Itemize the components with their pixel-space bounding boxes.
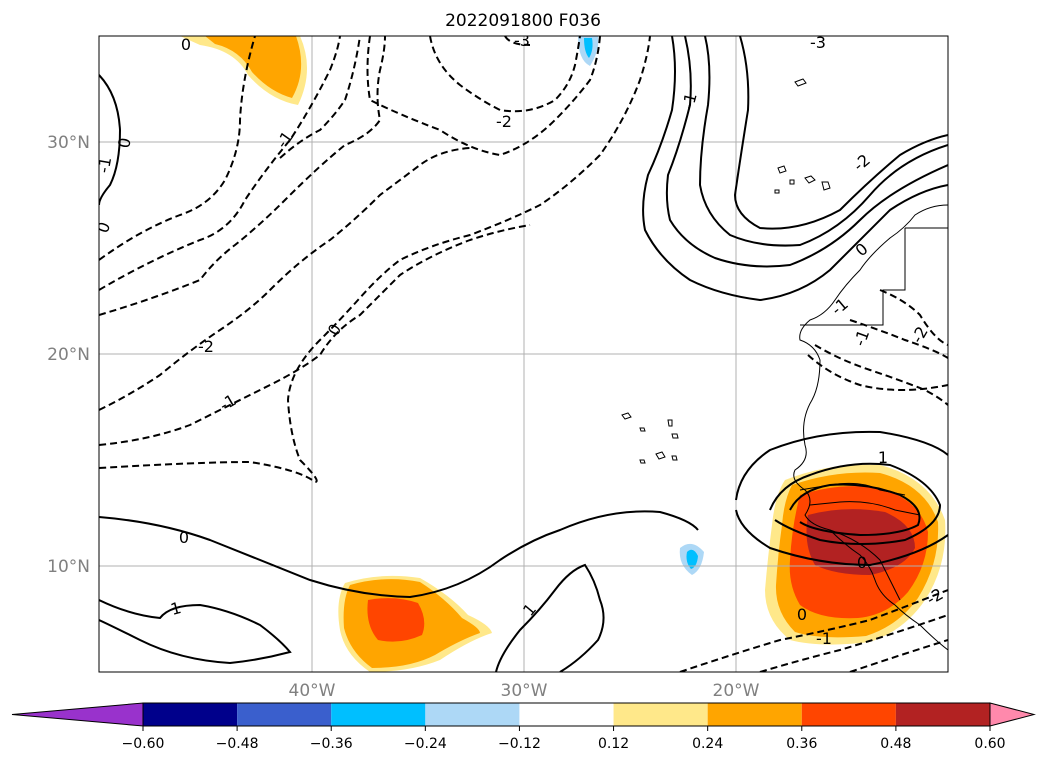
contour-neg-africa-a — [814, 344, 948, 406]
shading-mid-atlantic-core — [367, 598, 425, 642]
lon-label-40w: 40°W — [289, 681, 336, 701]
colorbar-extend-max — [989, 702, 1036, 727]
contour-one-north-a — [642, 36, 948, 302]
contour-one-north-b — [665, 36, 948, 268]
contour-zero-south — [99, 510, 699, 599]
colorbar-tick-label: 0.48 — [880, 736, 911, 752]
contour-label: 0 — [114, 136, 134, 149]
contour-neg-south-east-b — [759, 614, 948, 672]
contour-neg-0-west — [99, 36, 651, 484]
contour-label: 0 — [181, 35, 191, 54]
colorbar-tick-label: −0.36 — [310, 736, 353, 752]
coast-interior-b — [809, 501, 921, 516]
lat-label-30n: 30°N — [47, 133, 90, 153]
coast-canary-islands — [774, 78, 831, 194]
map-frame — [98, 35, 949, 673]
contour-neg-south-east-c — [849, 639, 948, 672]
contour-africa-loop-c — [769, 462, 942, 545]
colorbar-tick-label: −0.60 — [122, 736, 165, 752]
contour-label: 0 — [179, 528, 189, 547]
colorbar-bin — [143, 703, 238, 726]
colorbar-bin — [519, 703, 614, 726]
latitude-labels: 30°N 20°N 10°N — [47, 133, 90, 577]
contour-label: -1 — [94, 155, 115, 174]
shaded-anomaly-fields — [180, 36, 946, 672]
contour-label: 1 — [168, 598, 183, 619]
coast-west-africa — [793, 204, 948, 651]
contour-one-north-d — [733, 36, 948, 230]
contour-label: 0 — [797, 605, 807, 624]
coast-interior-a — [799, 482, 906, 496]
contour-neg-africa-b — [807, 354, 948, 391]
lat-label-20n: 20°N — [47, 345, 90, 365]
contour-label: -2 — [198, 337, 214, 356]
contour-neg-africa-c — [849, 319, 948, 359]
colorbar-bin — [895, 703, 990, 726]
contour-neg-east-center — [279, 36, 361, 159]
colorbar-bin — [801, 703, 896, 726]
contour-africa-loop-a — [735, 430, 948, 501]
contour-label: 0 — [857, 553, 867, 572]
colorbar-tick-label: −0.48 — [216, 736, 259, 752]
colorbar-bin — [331, 703, 426, 726]
contour-label: -1 — [850, 327, 873, 348]
longitude-labels: 40°W 30°W 20°W — [289, 681, 760, 701]
contour-label: 1 — [878, 448, 888, 467]
contour-label: -1 — [678, 91, 700, 111]
contour-label: -2 — [496, 112, 512, 131]
colorbar-tick-label: 0.60 — [974, 736, 1005, 752]
map-panel: 0 -1 -1 0 0 -3 -2 -3 -1 -2 -1 0 -2 0 -1 … — [47, 31, 949, 701]
colorbar-tick-label: 0.12 — [598, 736, 629, 752]
lat-label-10n: 10°N — [47, 557, 90, 577]
shading-blue-cape-verde-core — [686, 549, 698, 569]
shading-top-left-inner — [205, 36, 302, 98]
contour-one-north-c — [698, 36, 948, 247]
shading-west-africa-core — [806, 509, 915, 575]
negative-contours — [99, 36, 948, 672]
lon-label-20w: 20°W — [713, 681, 760, 701]
colorbar-bin — [237, 703, 332, 726]
contour-neg-left-a — [99, 36, 256, 261]
coast-interior-c — [829, 529, 901, 601]
contour-neg-2-center — [429, 36, 581, 113]
contour-neg-africa-d — [879, 289, 948, 346]
colorbar-tick-label: −0.24 — [404, 736, 447, 752]
colorbar-outline — [142, 702, 991, 727]
contour-neg-3 — [504, 36, 531, 46]
colorbar: −0.60 −0.48 −0.36 −0.24 −0.12 0.12 0.24 0.36 0.4… — [11, 702, 1036, 752]
contour-top-left-loop — [366, 36, 601, 157]
colorbar-bin — [613, 703, 708, 726]
coast-border-line — [800, 228, 906, 326]
colorbar-bin — [425, 703, 520, 726]
contour-one-south-west — [99, 599, 292, 665]
shading-blue-top-core — [584, 38, 593, 58]
contour-neg-south-east-a — [679, 589, 948, 672]
colorbar-tick-label: 0.36 — [786, 736, 817, 752]
map-gridlines — [99, 36, 948, 672]
colorbar-tick-label: −0.12 — [498, 736, 541, 752]
colorbar-tick-label: 0.24 — [692, 736, 723, 752]
colorbar-bin — [707, 703, 802, 726]
coast-cape-verde — [621, 412, 679, 464]
contour-neg-left-c — [99, 36, 386, 316]
contour-neg-left-b — [99, 36, 341, 291]
contour-zero-west-edge — [99, 74, 122, 206]
contour-label: -3 — [810, 33, 826, 52]
lon-label-30w: 30°W — [501, 681, 548, 701]
map-title: 2022091800 F036 — [445, 11, 601, 31]
contour-one-south-center — [495, 563, 605, 672]
contour-africa-loop-b — [735, 509, 948, 567]
contour-label: -3 — [514, 31, 530, 50]
coastlines — [621, 78, 948, 651]
colorbar-extend-min — [11, 702, 144, 727]
contour-neg-1-south — [99, 224, 531, 446]
contour-label: -1 — [816, 629, 832, 648]
